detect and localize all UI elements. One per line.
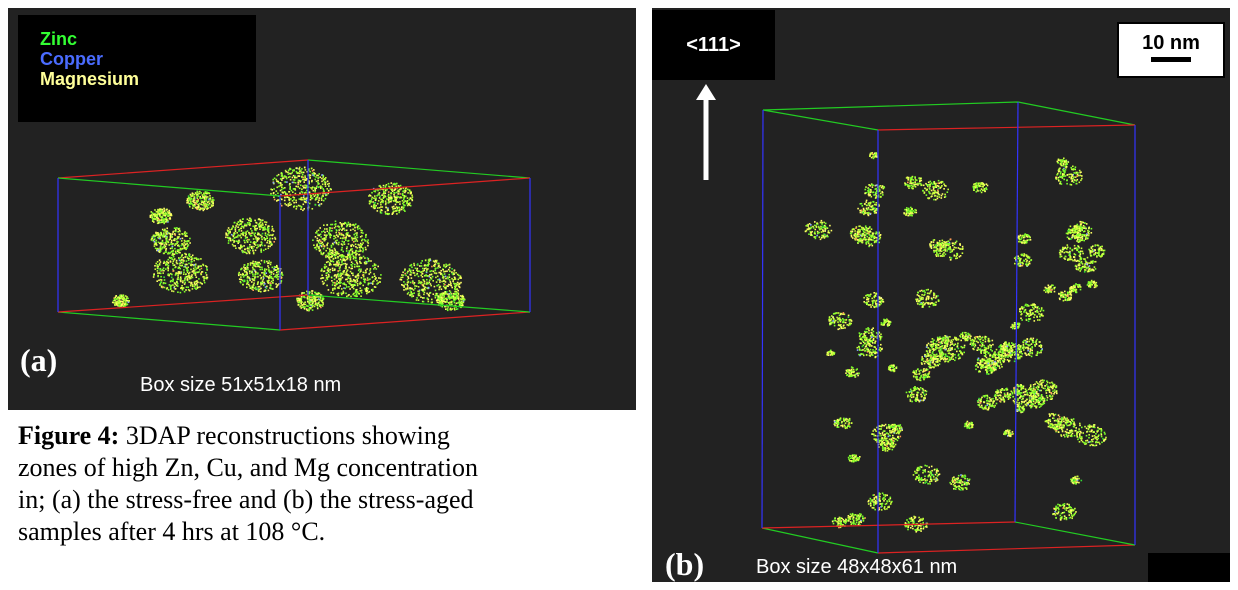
arrow-head xyxy=(696,84,716,100)
panel-label: (a) xyxy=(20,342,57,379)
legend-entry: Zinc xyxy=(40,29,256,49)
page: Zinc Copper Magnesium (a) Box size 51x51… xyxy=(0,0,1238,590)
panel-label: (b) xyxy=(665,546,704,583)
scale-bar xyxy=(1151,57,1191,62)
box-size: Box size 51x51x18 nm xyxy=(140,374,341,397)
mask xyxy=(1148,553,1230,582)
caption-line: samples after 4 hrs at 108 °C. xyxy=(18,516,638,548)
caption-line: in; (a) the stress-free and (b) the stre… xyxy=(18,484,638,516)
caption-text: 3DAP reconstructions showing xyxy=(126,421,450,450)
legend: Zinc Copper Magnesium xyxy=(18,15,256,122)
box-size: Box size 48x48x61 nm xyxy=(756,556,957,579)
scale-box: 10 nm xyxy=(1117,22,1225,78)
direction-label: <111> xyxy=(652,10,775,80)
scale-label: 10 nm xyxy=(1119,32,1223,55)
caption-line: Figure 4: 3DAP reconstructions showing xyxy=(18,420,638,452)
caption-label: Figure 4: xyxy=(18,421,119,450)
caption: Figure 4: 3DAP reconstructions showing z… xyxy=(18,420,638,548)
box-b xyxy=(762,102,1135,553)
legend-entry: Copper xyxy=(40,49,256,69)
legend-entry: Magnesium xyxy=(40,69,256,89)
caption-line: zones of high Zn, Cu, and Mg concentrati… xyxy=(18,452,638,484)
